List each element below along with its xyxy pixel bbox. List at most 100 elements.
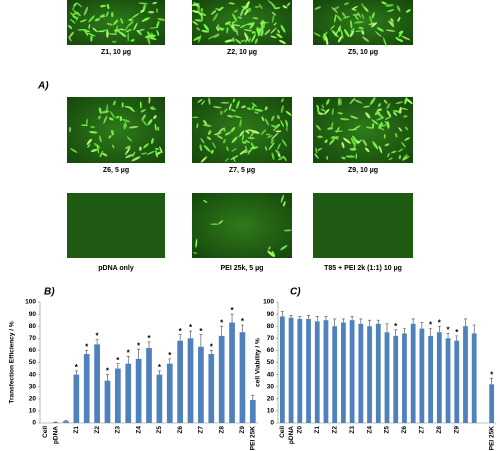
cell bbox=[194, 19, 203, 22]
cell bbox=[86, 138, 92, 145]
cell bbox=[331, 122, 334, 128]
cell bbox=[112, 100, 116, 106]
cell bbox=[88, 15, 95, 23]
error-bar bbox=[420, 322, 424, 329]
cell bbox=[334, 130, 343, 133]
significance-star: * bbox=[168, 351, 172, 360]
cell bbox=[218, 127, 224, 133]
cell bbox=[140, 109, 146, 113]
cell bbox=[405, 9, 411, 13]
cell bbox=[147, 36, 151, 45]
bar bbox=[463, 326, 468, 423]
bar bbox=[445, 338, 451, 423]
y-tick-label: 0 bbox=[32, 420, 36, 427]
cell bbox=[383, 134, 386, 139]
cell bbox=[252, 17, 259, 20]
cell bbox=[329, 138, 335, 145]
cell bbox=[326, 155, 329, 160]
bar bbox=[436, 332, 442, 423]
cell bbox=[235, 38, 242, 44]
cell bbox=[387, 20, 395, 28]
cell bbox=[323, 108, 330, 115]
cell bbox=[138, 2, 149, 5]
cell bbox=[353, 99, 363, 104]
cell bbox=[404, 137, 410, 141]
cell bbox=[280, 120, 285, 128]
cell bbox=[133, 22, 138, 31]
cell bbox=[98, 107, 102, 114]
cell bbox=[251, 31, 256, 34]
y-tick-label: 50 bbox=[267, 359, 275, 366]
cell bbox=[395, 101, 404, 105]
cell bbox=[127, 32, 130, 42]
bar bbox=[454, 340, 460, 423]
bar bbox=[63, 421, 69, 423]
cell bbox=[197, 34, 202, 43]
x-tick-label: Z8 bbox=[218, 426, 225, 434]
cell bbox=[235, 28, 239, 36]
y-axis-title: cell Viability / % bbox=[255, 338, 262, 387]
cell bbox=[203, 23, 210, 31]
cell bbox=[377, 108, 383, 112]
cell bbox=[404, 126, 409, 131]
cell bbox=[203, 144, 211, 152]
cell bbox=[125, 154, 134, 159]
error-bar bbox=[429, 328, 433, 336]
cell bbox=[390, 20, 395, 26]
cell bbox=[376, 112, 384, 119]
cell bbox=[264, 29, 271, 36]
cell bbox=[341, 12, 346, 18]
cell bbox=[141, 114, 146, 121]
cell bbox=[241, 105, 246, 109]
bar bbox=[135, 358, 142, 423]
error-bar bbox=[74, 370, 78, 375]
cell bbox=[237, 16, 242, 19]
cell bbox=[230, 155, 239, 161]
significance-star: * bbox=[158, 363, 162, 372]
cell bbox=[266, 135, 273, 139]
cell bbox=[68, 126, 72, 133]
x-tick-label: Z0 bbox=[297, 426, 304, 434]
significance-star: * bbox=[127, 349, 131, 358]
x-tick-label: Z8 bbox=[436, 426, 443, 434]
cell bbox=[110, 110, 115, 119]
error-bar bbox=[455, 335, 459, 341]
cell bbox=[223, 138, 226, 144]
cell bbox=[210, 10, 217, 15]
cell bbox=[119, 116, 123, 122]
y-tick-label: 90 bbox=[29, 311, 37, 318]
x-tick-label: Z5 bbox=[156, 426, 163, 434]
cell bbox=[76, 2, 83, 8]
cell bbox=[277, 29, 280, 34]
error-bar bbox=[402, 328, 406, 334]
cell bbox=[379, 124, 388, 128]
error-bar bbox=[289, 315, 293, 318]
bar bbox=[428, 335, 433, 423]
x-tick-label: Z5 bbox=[384, 426, 391, 434]
cell bbox=[398, 32, 403, 38]
cell bbox=[193, 251, 198, 255]
bar bbox=[249, 400, 256, 423]
y-tick-label: 10 bbox=[267, 408, 275, 415]
cell bbox=[281, 139, 287, 147]
cell bbox=[90, 34, 93, 42]
cell bbox=[402, 154, 408, 161]
cell bbox=[108, 117, 114, 121]
image-caption: Z7, 5 µg bbox=[229, 167, 255, 174]
cell bbox=[196, 123, 199, 129]
cell bbox=[245, 129, 252, 132]
x-tick-label: Cell bbox=[42, 426, 49, 438]
cell bbox=[344, 2, 349, 6]
x-tick-label: Z9 bbox=[239, 426, 246, 434]
cell bbox=[365, 147, 370, 153]
cell bbox=[383, 99, 388, 104]
cell bbox=[378, 122, 384, 127]
error-bar bbox=[368, 319, 372, 327]
cell bbox=[233, 9, 238, 13]
cell bbox=[325, 36, 329, 46]
cell bbox=[283, 229, 292, 232]
cell bbox=[105, 11, 109, 17]
cell bbox=[215, 26, 220, 32]
cell bbox=[323, 34, 327, 41]
cell bbox=[231, 21, 236, 24]
